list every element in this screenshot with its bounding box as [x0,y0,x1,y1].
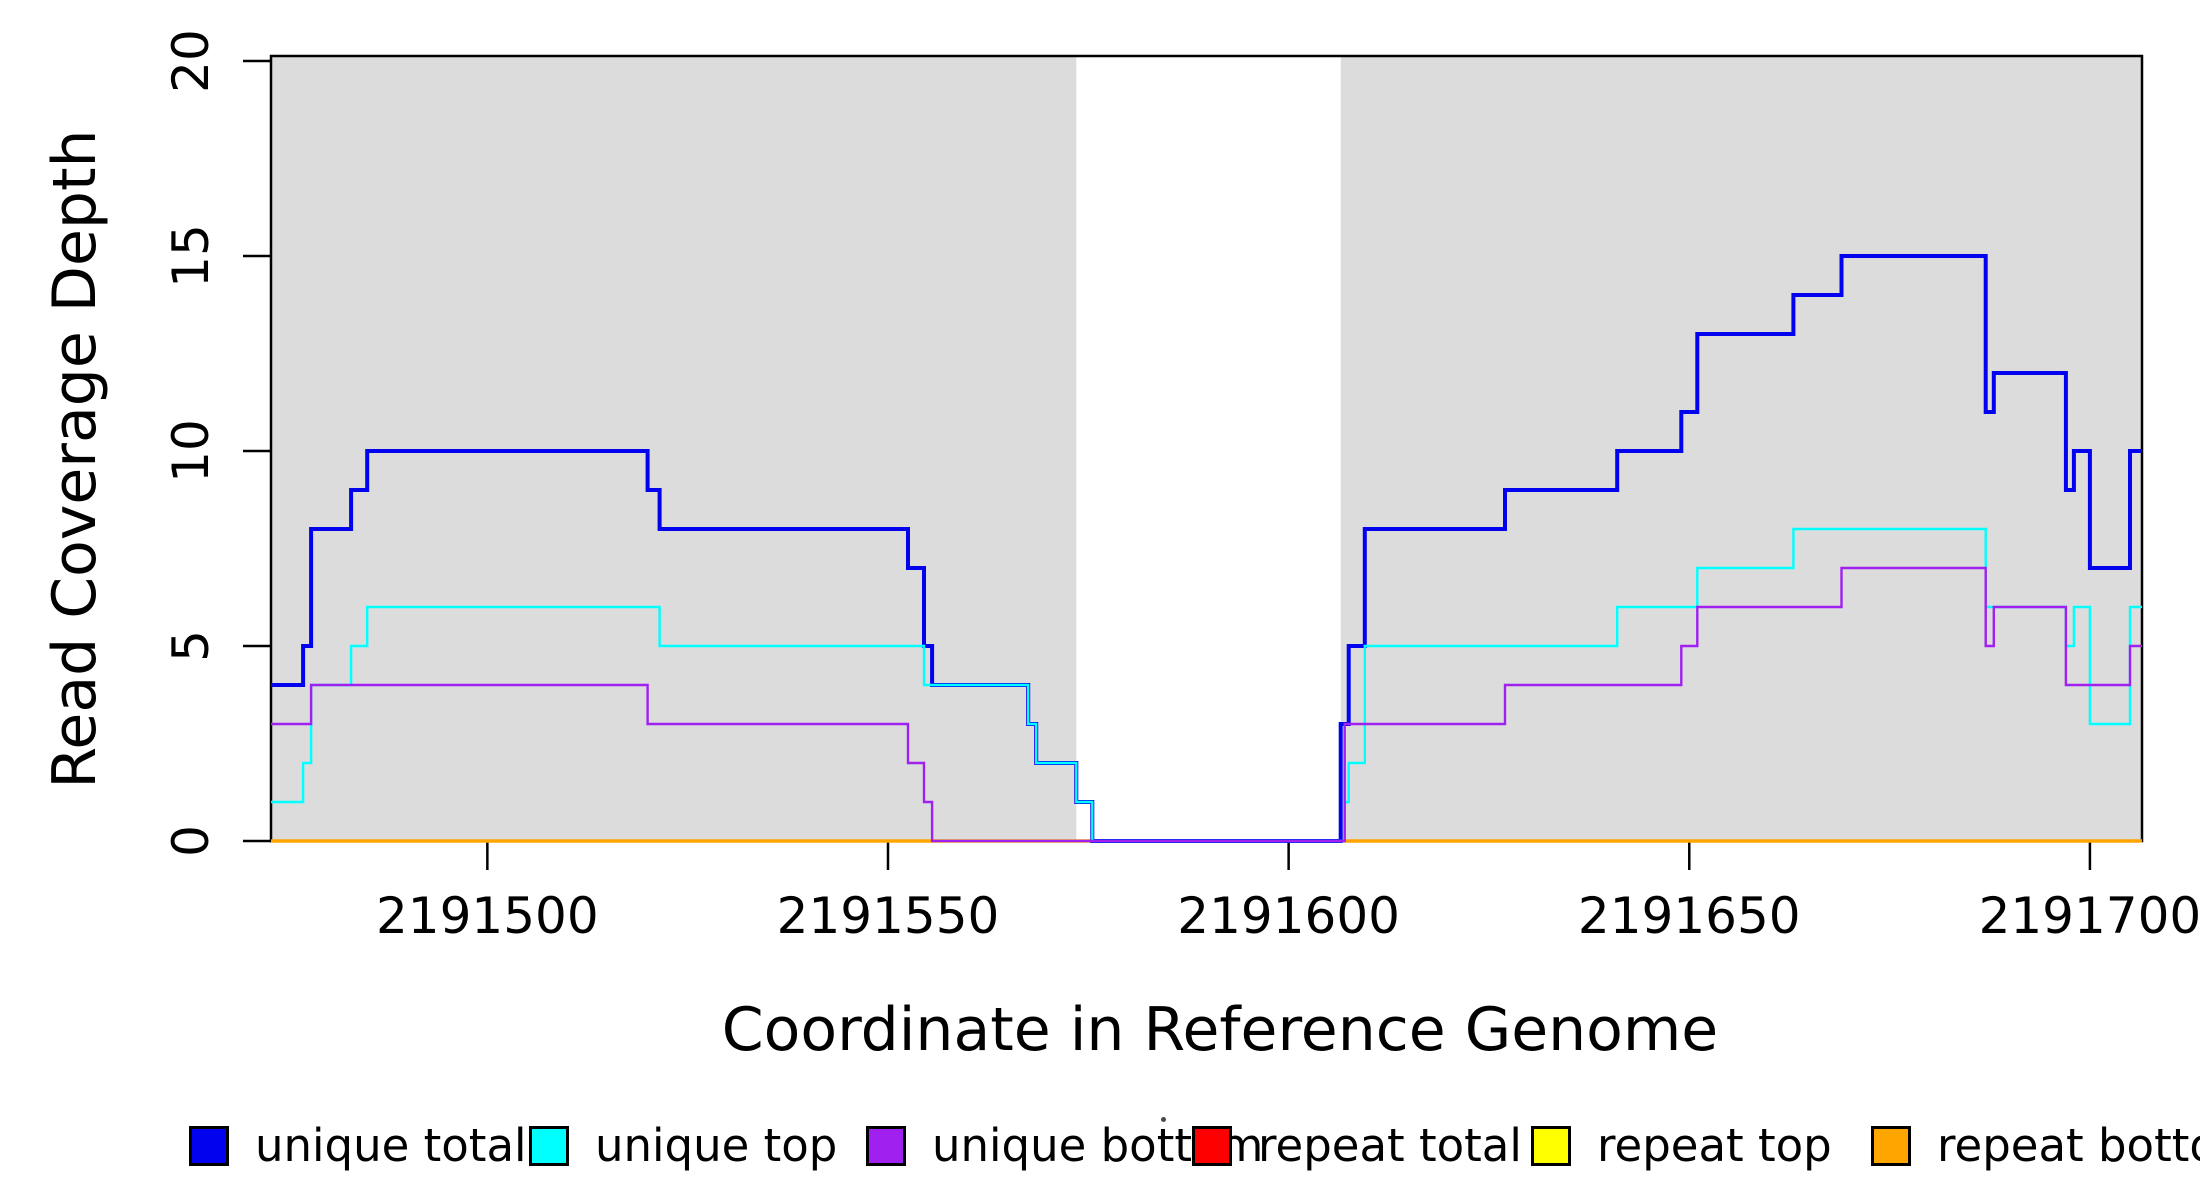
y-tick-label: 0 [162,825,220,857]
y-tick-label: 20 [162,29,220,93]
y-tick-label: 5 [162,630,220,662]
x-tick-label: 2191550 [777,887,1000,945]
x-tick-label: 2191600 [1177,887,1400,945]
y-tick-label: 15 [162,224,220,288]
series-unique-bottom [271,566,2142,843]
covered-segment-right [1340,57,2142,841]
stray-mark [1161,1117,1166,1122]
x-tick-label: 2191650 [1578,887,1801,945]
y-axis-title: Read Coverage Depth [40,129,110,789]
x-axis-title: Coordinate in Reference Genome [721,995,1719,1065]
x-tick-label: 2191500 [376,887,599,945]
y-tick-label: 10 [162,419,220,483]
x-tick-label: 2191700 [1979,887,2200,945]
